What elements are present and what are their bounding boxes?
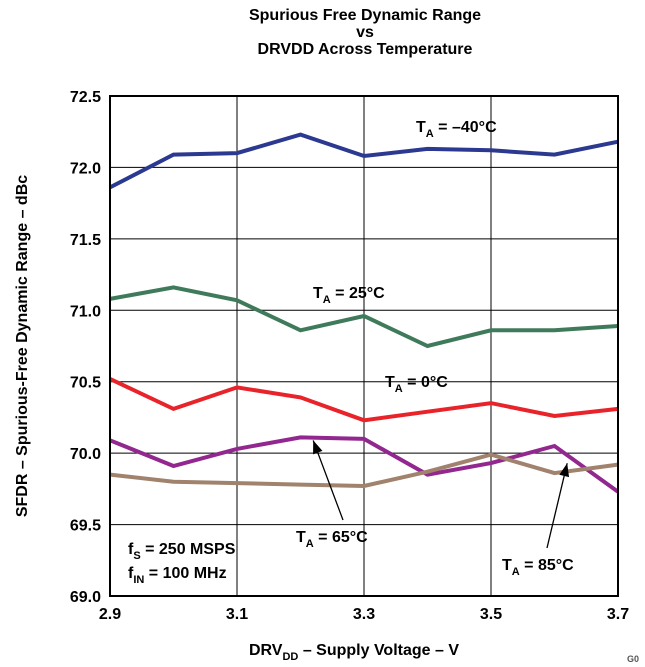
series-label-25: TA = 25°C (313, 285, 385, 306)
y-tick-label: 71.0 (70, 303, 101, 320)
y-axis-label: SFDR – Spurious-Free Dynamic Range – dBc (14, 175, 31, 517)
y-tick-label: 70.5 (70, 375, 101, 392)
series-line-0 (109, 377, 619, 423)
corner-code: G0 (627, 654, 639, 664)
y-tick-label: 71.5 (70, 232, 101, 249)
series-label-65: TA = 65°C (296, 529, 368, 550)
x-tick-label: 3.3 (353, 606, 375, 623)
series-label-minus40: TA = –40°C (416, 119, 497, 140)
y-tick-label: 72.5 (70, 89, 101, 106)
annotation-input-frequency: fIN = 100 MHz (128, 565, 227, 586)
x-tick-label: 2.9 (99, 606, 121, 623)
arrow-65 (312, 440, 344, 521)
arrow-85 (546, 463, 568, 549)
y-tick-label: 70.0 (70, 446, 101, 463)
chart-title-line2: vs (356, 24, 374, 41)
grid-layer (110, 96, 618, 596)
y-tick-label: 69.5 (70, 518, 101, 535)
series-layer (109, 132, 620, 494)
series-label-85: TA = 85°C (502, 557, 574, 578)
chart-title-line3: DRVDD Across Temperature (257, 41, 473, 58)
annotation-sample-rate: fS = 250 MSPS (128, 541, 236, 562)
x-axis-label: DRVDD – Supply Voltage – V (249, 642, 459, 663)
x-tick-label: 3.7 (607, 606, 629, 623)
arrow-65-head (313, 440, 323, 455)
series-line-85 (109, 452, 619, 489)
tick-layer: 69.0 69.5 70.0 70.5 71.0 71.5 72.0 72.5 2.9 3.1 3.… (70, 89, 629, 623)
x-tick-label: 3.1 (226, 606, 248, 623)
x-tick-label: 3.5 (480, 606, 502, 623)
chart-title-line1: Spurious Free Dynamic Range (248, 7, 482, 24)
y-tick-label: 69.0 (70, 589, 101, 606)
arrow-layer (312, 440, 570, 549)
series-label-0: TA = 0°C (385, 374, 448, 395)
arrow-85-head (559, 463, 570, 478)
series-line-65 (109, 435, 620, 494)
series-line-25 (109, 285, 619, 349)
plot-frame (109, 95, 619, 597)
series-line-minus40 (109, 132, 619, 190)
y-tick-label: 72.0 (70, 160, 101, 177)
